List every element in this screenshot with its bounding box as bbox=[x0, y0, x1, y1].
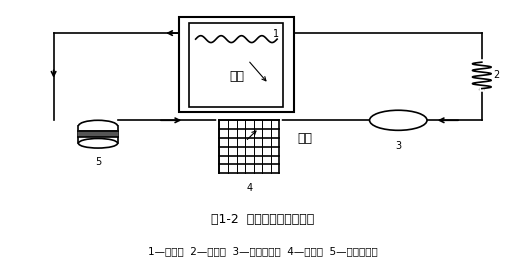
Text: 1: 1 bbox=[272, 29, 279, 39]
Text: 5: 5 bbox=[95, 158, 101, 167]
Text: 图1-2  蒸气压缩式制冷原理: 图1-2 蒸气压缩式制冷原理 bbox=[211, 213, 314, 226]
Bar bbox=[78, 130, 118, 137]
Text: 3: 3 bbox=[395, 141, 401, 151]
Bar bbox=[190, 22, 284, 107]
Text: 2: 2 bbox=[494, 70, 500, 80]
Text: 4: 4 bbox=[246, 183, 253, 193]
Text: 放热: 放热 bbox=[298, 132, 313, 145]
Text: 1—蒸发器  2—毛细管  3—干燥过滤器  4—冷凝器  5—制冷压缩机: 1—蒸发器 2—毛细管 3—干燥过滤器 4—冷凝器 5—制冷压缩机 bbox=[148, 246, 377, 256]
Ellipse shape bbox=[78, 139, 118, 148]
Bar bbox=[179, 17, 294, 112]
Text: 吸热: 吸热 bbox=[229, 70, 244, 83]
Ellipse shape bbox=[370, 110, 427, 130]
